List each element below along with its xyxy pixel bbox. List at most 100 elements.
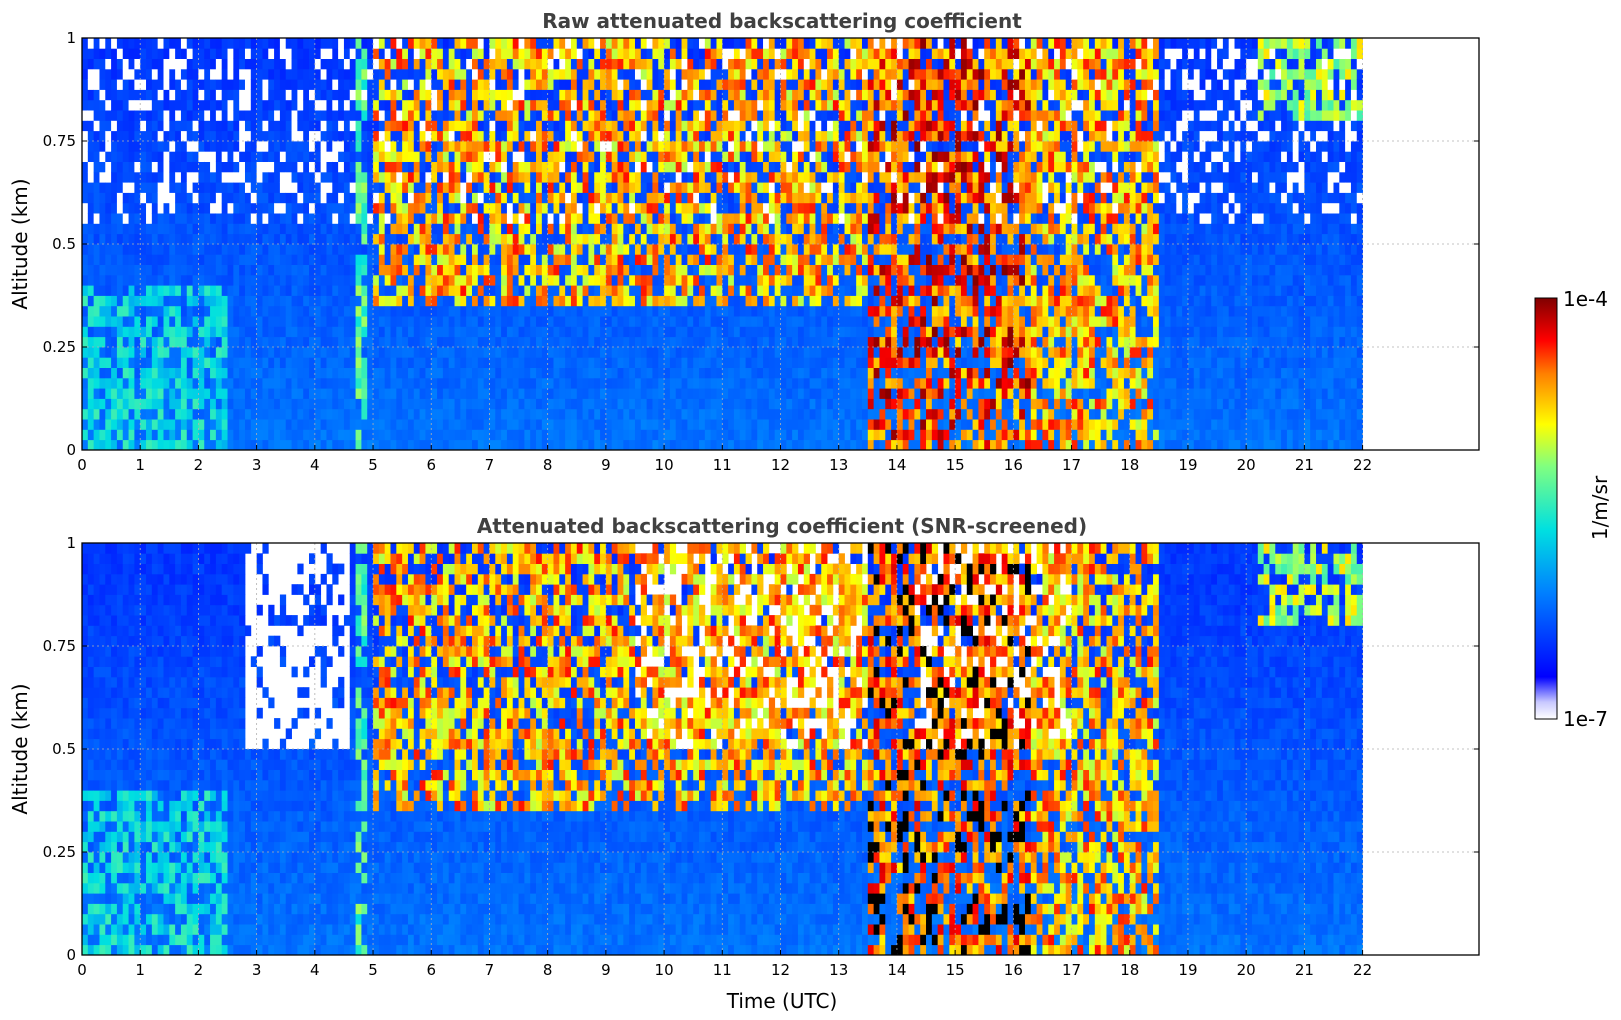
heatmap-cell — [309, 58, 316, 70]
heatmap-cell — [716, 244, 723, 255]
heatmap-cell — [733, 110, 741, 121]
heatmap-cell — [151, 151, 159, 162]
heatmap-cell — [343, 244, 351, 255]
heatmap-cell — [99, 120, 106, 132]
heatmap-cell — [431, 233, 438, 245]
heatmap-cell — [99, 58, 106, 70]
heatmap-cell — [250, 38, 258, 49]
heatmap-cell — [658, 120, 665, 132]
heatmap-cell — [146, 336, 153, 348]
heatmap-cell — [472, 439, 479, 451]
heatmap-cell — [675, 99, 682, 111]
heatmap-cell — [786, 295, 793, 307]
heatmap-cell — [442, 377, 450, 389]
heatmap-cell — [402, 388, 409, 399]
heatmap-cell — [681, 202, 688, 214]
heatmap-cell — [99, 347, 106, 358]
heatmap-cell — [489, 429, 496, 441]
heatmap-cell — [390, 429, 397, 441]
heatmap-cell — [82, 58, 89, 70]
heatmap-cell — [338, 336, 345, 348]
heatmap-cell — [547, 357, 554, 368]
heatmap-cell — [506, 120, 514, 132]
heatmap-cell — [518, 192, 525, 204]
heatmap-cell — [180, 171, 188, 183]
heatmap-cell — [99, 285, 106, 296]
heatmap-cell — [140, 38, 147, 49]
heatmap-cell — [664, 367, 671, 379]
heatmap-cell — [716, 305, 723, 317]
heatmap-cell — [710, 182, 717, 193]
heatmap-cell — [239, 38, 246, 49]
heatmap-cell — [483, 429, 490, 441]
heatmap-cell — [256, 357, 263, 368]
heatmap-cell — [617, 79, 624, 90]
heatmap-cell — [355, 130, 362, 142]
heatmap-cell — [111, 377, 118, 389]
heatmap-cell — [570, 305, 578, 317]
heatmap-cell — [215, 316, 223, 327]
heatmap-cell — [390, 99, 397, 111]
heatmap-cell — [116, 120, 124, 132]
heatmap-cell — [797, 264, 805, 276]
heatmap-cell — [728, 274, 735, 286]
heatmap-cell — [163, 99, 170, 111]
heatmap-cell — [198, 223, 205, 235]
heatmap-cell — [710, 202, 717, 214]
heatmap-cell — [797, 439, 805, 451]
heatmap-cell — [407, 316, 415, 327]
heatmap-cell — [169, 367, 176, 379]
heatmap-cell — [274, 347, 281, 358]
heatmap-cell — [541, 202, 549, 214]
heatmap-cell — [559, 254, 566, 265]
heatmap-cell — [559, 326, 566, 338]
heatmap-cell — [704, 439, 712, 451]
heatmap-cell — [326, 99, 333, 111]
heatmap-cell — [413, 68, 421, 80]
heatmap-cell — [669, 439, 677, 451]
heatmap-cell — [454, 120, 461, 132]
heatmap-cell — [215, 68, 223, 80]
heatmap-cell — [285, 130, 292, 142]
heatmap-cell — [501, 58, 508, 70]
heatmap-cell — [367, 285, 374, 296]
heatmap-cell — [309, 223, 316, 235]
heatmap-cell — [512, 305, 519, 317]
heatmap-cell — [239, 58, 246, 70]
heatmap-cell — [600, 388, 607, 399]
heatmap-cell — [745, 233, 752, 245]
heatmap-cell — [210, 285, 217, 296]
heatmap-cell — [797, 161, 805, 173]
heatmap-cell — [640, 223, 648, 235]
heatmap-cell — [780, 316, 787, 327]
heatmap-cell — [733, 295, 741, 307]
heatmap-cell — [250, 305, 258, 317]
heatmap-cell — [541, 439, 549, 451]
heatmap-cell — [279, 68, 287, 80]
heatmap-cell — [629, 99, 636, 111]
heatmap-cell — [495, 68, 502, 80]
heatmap-cell — [640, 316, 648, 327]
heatmap-cell — [82, 182, 89, 193]
heatmap-cell — [279, 79, 287, 90]
heatmap-cell — [797, 151, 805, 162]
heatmap-cell — [309, 377, 316, 389]
heatmap-cell — [693, 99, 700, 111]
heatmap-cell — [151, 182, 159, 193]
heatmap-cell — [448, 223, 455, 235]
heatmap-cell — [454, 254, 461, 265]
heatmap-cell — [693, 120, 700, 132]
heatmap-cell — [687, 408, 694, 420]
heatmap-cell — [116, 274, 124, 286]
heatmap-cell — [338, 326, 345, 338]
heatmap-cell — [774, 120, 781, 132]
heatmap-cell — [180, 326, 188, 338]
heatmap-cell — [233, 182, 240, 193]
heatmap-cell — [774, 223, 781, 235]
heatmap-cell — [250, 99, 258, 111]
heatmap-cell — [582, 429, 589, 441]
heatmap-cell — [355, 326, 362, 338]
heatmap-cell — [175, 110, 182, 121]
heatmap-cell — [215, 398, 223, 410]
heatmap-cell — [664, 48, 671, 59]
